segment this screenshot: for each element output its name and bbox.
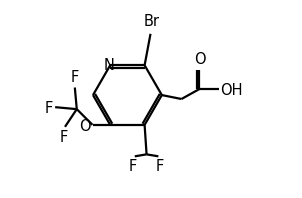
Text: N: N bbox=[103, 58, 114, 73]
Text: OH: OH bbox=[220, 83, 242, 98]
Text: F: F bbox=[60, 130, 68, 145]
Text: Br: Br bbox=[143, 14, 159, 30]
Text: F: F bbox=[129, 159, 137, 174]
Text: F: F bbox=[71, 69, 79, 85]
Text: O: O bbox=[194, 51, 206, 67]
Text: O: O bbox=[79, 119, 91, 134]
Text: F: F bbox=[156, 159, 164, 174]
Text: F: F bbox=[44, 101, 53, 116]
